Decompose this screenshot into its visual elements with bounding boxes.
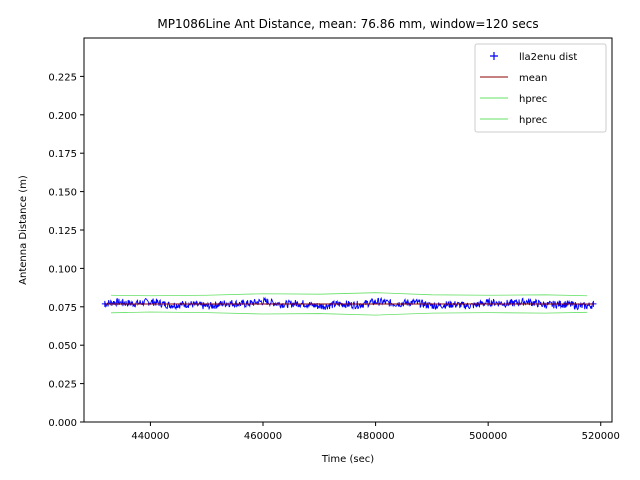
- series-hprec-3: [111, 311, 588, 316]
- x-tick-label: 460000: [244, 431, 282, 442]
- legend: lla2enu dist mean hprec hprec: [474, 43, 607, 133]
- x-axis: 440000 460000 480000 500000 520000: [131, 422, 620, 442]
- legend-label: hprec: [519, 94, 547, 105]
- y-tick-label: 0.050: [48, 341, 77, 352]
- plot-area: [101, 292, 597, 316]
- x-tick-label: 500000: [469, 431, 507, 442]
- y-axis-label: Antenna Distance (m): [18, 175, 29, 285]
- x-axis-label: Time (sec): [321, 454, 374, 465]
- y-tick-label: 0.125: [48, 226, 77, 237]
- chart-title: MP1086Line Ant Distance, mean: 76.86 mm,…: [157, 17, 538, 31]
- legend-label: mean: [519, 73, 547, 84]
- legend-label: lla2enu dist: [519, 52, 577, 63]
- y-tick-label: 0.100: [48, 264, 77, 275]
- y-tick-label: 0.225: [48, 72, 77, 83]
- y-tick-label: 0.075: [48, 303, 77, 314]
- x-tick-label: 520000: [582, 431, 620, 442]
- x-tick-label: 440000: [131, 431, 169, 442]
- legend-label: hprec: [519, 115, 547, 126]
- legend-box: [474, 43, 607, 133]
- y-tick-label: 0.150: [48, 188, 77, 199]
- x-tick-label: 480000: [356, 431, 394, 442]
- legend-marker: [490, 52, 498, 60]
- y-tick-label: 0.200: [48, 111, 77, 122]
- series-hprec-2: [111, 292, 588, 297]
- y-tick-label: 0.175: [48, 149, 77, 160]
- distance-trace: [104, 296, 594, 311]
- y-tick-label: 0.000: [48, 418, 77, 429]
- y-axis: 0.000 0.025 0.050 0.075 0.100 0.125 0.150 0.175…: [48, 72, 84, 429]
- y-tick-label: 0.025: [48, 380, 77, 391]
- plot-frame: [83, 37, 613, 423]
